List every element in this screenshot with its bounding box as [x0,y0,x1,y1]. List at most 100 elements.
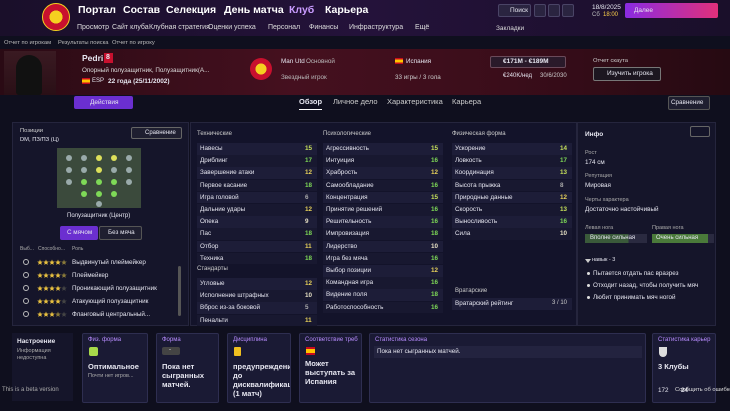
attribute-row [452,228,572,240]
attribute-value: 12 [560,193,568,201]
actions-label[interactable]: Действия [90,99,119,106]
scout-button-label[interactable]: Изучить игрока [607,70,653,77]
attribute-row [323,240,443,253]
info-button[interactable] [690,126,710,137]
role-name[interactable]: Фланговый центральный... [72,311,151,318]
info-label: Правая нога [652,225,684,231]
attribute-row [197,302,317,314]
nav-tab[interactable]: Клуб [289,4,315,16]
subnav-link[interactable]: Сайт клуба [112,24,149,31]
attribute-value: 12 [305,280,313,287]
position-dot [96,179,102,185]
attribute-row [452,204,572,216]
position-dot [126,179,132,185]
compare-small-label[interactable]: Сравнение [145,130,176,136]
breadcrumb-link[interactable]: Результаты поиска [58,40,109,46]
player-status: Звездный игрок [281,74,327,81]
compare-label[interactable]: Сравнение [671,99,704,106]
attribute-row [323,143,443,155]
season-box [374,346,642,358]
subnav-link[interactable]: Ещё [415,24,430,31]
attribute-group-title: Физическая форма [452,131,506,137]
attribute-value: 16 [431,218,439,226]
subnav-link[interactable]: Клубная стратегия [149,24,210,31]
toolbar-icon[interactable] [548,4,560,17]
trait-bullet [587,296,590,299]
breadcrumb-link[interactable]: Отчет по игрокам [4,40,52,46]
subnav-link[interactable]: Персонал [268,24,301,31]
attribute-row [323,179,443,192]
toolbar-icon[interactable] [562,4,574,17]
attribute-row [197,314,317,327]
star [49,285,55,291]
compare-button[interactable] [668,96,710,110]
bookmarks[interactable]: Закладки [496,25,525,32]
role-name[interactable]: Проникающий полузащитник [72,285,157,292]
subnav-link[interactable]: Инфраструктура [349,24,404,31]
card-title: Форма [162,337,181,343]
attribute-row [452,216,572,228]
toolbar-icon[interactable] [534,4,546,17]
role-radio[interactable] [23,311,29,317]
subnav-link[interactable]: Оценки успеха [208,24,256,31]
continue-button[interactable] [625,3,718,18]
without-ball-button[interactable] [99,226,142,240]
attribute-value: 11 [305,242,312,250]
compare-small-button[interactable] [131,127,182,139]
role-radio[interactable] [23,298,29,304]
scout-button[interactable] [593,67,661,81]
actions-button[interactable] [74,96,133,109]
attribute-name: Скорость [455,206,483,213]
subnav-link[interactable]: Просмотр [77,24,109,31]
toggle-label[interactable]: С мячом [67,229,93,236]
search-box[interactable] [498,4,531,17]
attribute-name: Решительность [326,218,372,226]
attribute-row [323,289,443,301]
card-value: - [169,347,171,353]
star [61,259,67,265]
tab[interactable]: Карьера [452,97,482,106]
breadcrumb-link[interactable]: Отчет по игроку [112,40,155,46]
tab[interactable]: Характеристика [387,97,443,106]
subnav-link[interactable]: Финансы [309,24,339,31]
attribute-row [452,155,572,167]
attribute-name: Храбрость [326,169,358,177]
role-radio[interactable] [23,272,29,278]
attribute-value: 18 [305,254,313,262]
tab[interactable]: Обзор [299,97,323,110]
tab[interactable]: Личное дело [333,97,378,106]
squad-status: Основной [306,58,335,65]
role-name[interactable]: Выдвинутый плеймейкер [72,259,146,266]
attribute-value: 17 [305,157,313,165]
card-title: Статистика сезона [375,337,428,343]
trait: Любит принимать мяч ногой [593,294,676,301]
attribute-value: 5 [305,304,309,312]
role-name[interactable]: Плеймейкер [72,272,109,279]
toggle-label[interactable]: Без мяча [108,229,135,236]
role-radio[interactable] [23,259,29,265]
search-label[interactable]: Поиск [510,7,529,14]
nav-tab[interactable]: Селекция [166,4,217,16]
attribute-name: Опека [200,218,219,226]
with-ball-button[interactable] [60,226,98,240]
attribute-value: 16 [560,218,568,226]
role-name[interactable]: Атакующий полузащитник [72,298,149,305]
attribute-name: Навесы [200,145,223,152]
card: Статистика сезона Пока нет сыгранных матч… [369,333,646,403]
report-link[interactable]: Сообщить об ошибке [675,387,730,393]
time: 18:00 [603,12,619,18]
continue-label[interactable]: Далее [634,7,654,14]
star [43,285,49,291]
nav-tab[interactable]: Портал [78,4,116,16]
attribute-name: Игра головой [200,193,239,201]
nav-tab[interactable]: Карьера [325,4,369,16]
card-icon [89,347,98,356]
nav-tab[interactable]: День матча [224,4,284,16]
nav-tab[interactable]: Состав [123,4,161,16]
career-goals: 24 [681,387,689,394]
number-badge [104,53,113,63]
card: Форма - Пока нет сыгранных матчей. [156,333,219,403]
card-icon [659,347,667,357]
attribute-row [197,252,317,265]
role-radio[interactable] [23,285,29,291]
